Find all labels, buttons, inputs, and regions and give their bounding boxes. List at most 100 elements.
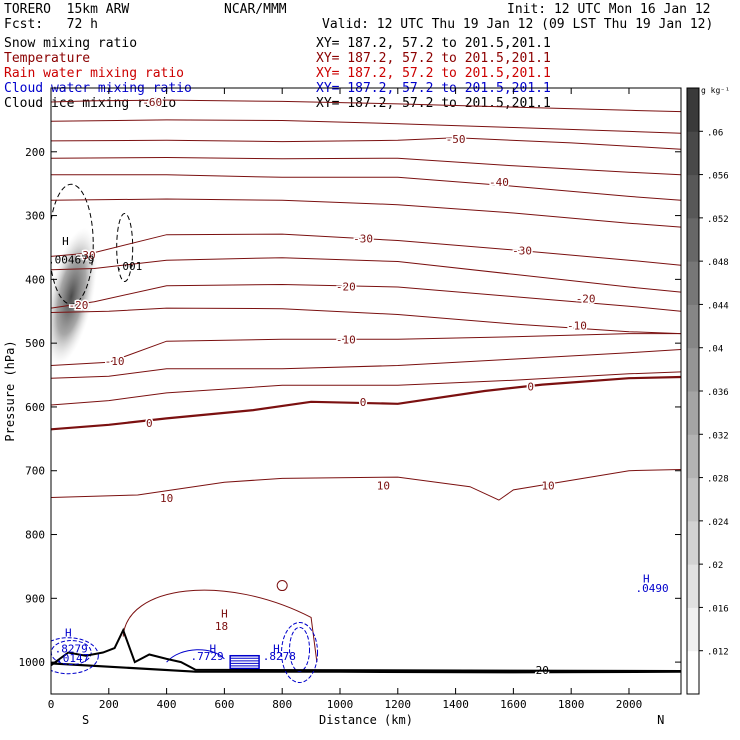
colorbar-unit: g kg⁻¹: [701, 86, 730, 95]
temperature-contour: [51, 233, 681, 266]
cloud-water-contour: [289, 626, 311, 672]
temperature-contour: [51, 349, 681, 379]
temperature-contour: [51, 137, 681, 150]
temperature-contour: [51, 198, 681, 228]
x-tick-label: 400: [157, 698, 177, 711]
x-tick-label: 1800: [558, 698, 585, 711]
colorbar-band: [687, 217, 699, 262]
temperature-contour-label: -50: [446, 133, 466, 146]
x-tick-label: 1200: [385, 698, 412, 711]
colorbar-band: [687, 261, 699, 305]
temperature-contour-label: 0: [527, 381, 534, 394]
temperature-contour: [51, 174, 681, 201]
temperature-contour: [51, 99, 681, 113]
colorbar-band: [687, 88, 699, 132]
x-axis-label: Distance (km): [319, 713, 413, 727]
colorbar-tick-label: .024: [707, 518, 729, 528]
colorbar-band: [687, 391, 699, 435]
cloud-ice-contour: [51, 183, 94, 305]
valid-time: Valid: 12 UTC Thu 19 Jan 12 (09 LST Thu …: [322, 17, 714, 32]
cloud-water-label: .7729: [190, 650, 223, 663]
temperature-contour-label: -20: [576, 293, 596, 306]
x-tick-label: 1600: [500, 698, 527, 711]
field-label-snow: Snow mixing ratio: [4, 36, 138, 51]
cloud-water-label: H: [273, 643, 280, 656]
init-time: Init: 12 UTC Mon 16 Jan 12: [507, 2, 711, 17]
colorbar-tick-label: .028: [707, 475, 729, 485]
temperature-contour-label: -10: [105, 355, 125, 368]
x-tick-label: 0: [48, 698, 55, 711]
colorbar-band: [687, 434, 699, 479]
temperature-contour-label: 10: [541, 479, 554, 492]
colorbar-tick-label: .032: [707, 431, 729, 441]
temperature-contour-label: -40: [489, 176, 509, 189]
colorbar-tick-label: .052: [707, 215, 729, 225]
xsection-snow: XY= 187.2, 57.2 to 201.5,201.1: [316, 36, 551, 51]
cloud-water-label: H: [65, 627, 72, 640]
field-label-cloud-ice: Cloud ice mixing ratio: [4, 96, 177, 111]
cloud-water-contour: [51, 637, 99, 675]
colorbar-tick-label: .048: [707, 258, 729, 268]
cloud-water-label: .8279: [55, 643, 88, 656]
temperature-contour-label: -20: [69, 299, 89, 312]
temperature-contour-label: 10: [377, 479, 390, 492]
plot-frame: [50, 87, 682, 695]
cloud-water-contour: [229, 654, 260, 670]
colorbar-band: [687, 131, 699, 176]
cloud-water-contour: [281, 622, 319, 684]
center-title: NCAR/MMM: [224, 2, 287, 17]
model-title: TORERO 15km ARW: [4, 2, 130, 17]
colorbar-tick-label: .02: [707, 561, 723, 571]
temperature-contour: [51, 662, 681, 674]
terrain-line: [51, 627, 681, 672]
colorbar-band: [687, 650, 699, 695]
temperature-contour-label: -10: [567, 319, 587, 332]
rain-label: H: [221, 607, 228, 620]
xsection-temperature: XY= 187.2, 57.2 to 201.5,201.1: [316, 51, 551, 66]
temperature-contour-label: -10: [336, 333, 356, 346]
colorbar-tick-label: .016: [707, 604, 729, 614]
colorbar-band: [687, 304, 699, 349]
y-tick-label: 700: [25, 465, 45, 478]
cloud-water-label: .0490: [636, 582, 669, 595]
colorbar-band: [687, 607, 699, 652]
colorbar-tick-label: .04: [707, 345, 723, 355]
colorbar-band: [687, 520, 699, 565]
cloud-water-label: H: [210, 643, 217, 656]
cloud-ice-label: .004679: [48, 253, 94, 266]
cloud-water-contour: [166, 649, 225, 663]
south-label: S: [82, 713, 89, 727]
temperature-contour: [51, 283, 681, 312]
cloud-water-label: H: [643, 572, 650, 585]
temperature-contour-label: 0: [146, 417, 153, 430]
y-tick-label: 200: [25, 146, 45, 159]
rain-contour: [122, 589, 318, 663]
cloud-ice-label: H: [62, 235, 69, 248]
temperature-contour: [51, 469, 681, 501]
cloud-water-label: .0147: [56, 652, 89, 665]
colorbar-tick-label: .06: [707, 128, 723, 138]
temperature-contour: [51, 119, 681, 134]
temperature-contour-label: -60: [142, 96, 162, 109]
colorbar-band: [687, 564, 699, 608]
temperature-contour-label: -20: [336, 280, 356, 293]
colorbar-tick-label: .036: [707, 388, 729, 398]
temperature-contour-label: 0: [360, 396, 367, 409]
y-axis-label: Pressure (hPa): [3, 340, 17, 441]
y-tick-label: 400: [25, 273, 45, 286]
y-tick-label: 900: [25, 592, 45, 605]
colorbar-band: [687, 347, 699, 392]
colorbar-tick-label: .012: [707, 648, 729, 658]
field-label-temperature: Temperature: [4, 51, 91, 66]
rain-label: 18: [215, 620, 228, 633]
temperature-contour: [51, 257, 681, 293]
colorbar-band: [687, 477, 699, 522]
y-tick-label: 1000: [19, 656, 46, 669]
snow-shading: [51, 227, 98, 366]
temperature-contour: [51, 375, 681, 431]
temperature-contour: [51, 333, 681, 366]
temperature-contour: [51, 307, 681, 335]
xsection-rain: XY= 187.2, 57.2 to 201.5,201.1: [316, 66, 551, 81]
temperature-contour-label: -30: [76, 249, 96, 262]
